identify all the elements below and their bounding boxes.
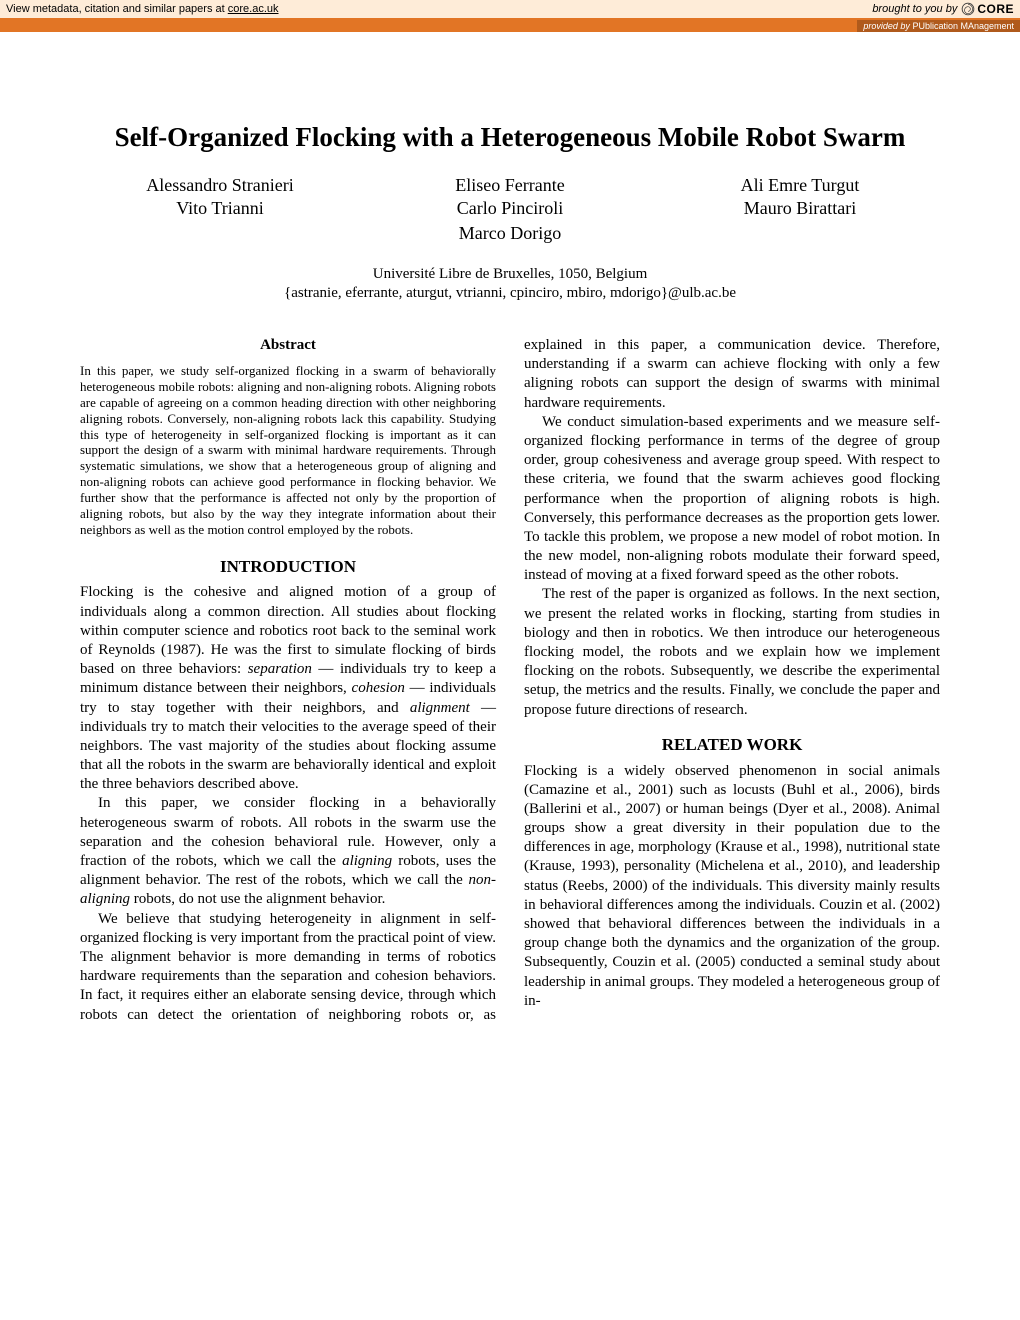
author-name-last: Marco Dorigo: [80, 223, 940, 244]
intro-paragraph-4: We conduct simulation-based experiments …: [524, 413, 940, 586]
author-name: Carlo Pinciroli: [370, 198, 650, 219]
text-run: robots, do not use the alignment behavio…: [130, 891, 385, 907]
related-paragraph-1: Flocking is a widely observed phenomenon…: [524, 762, 940, 1011]
authors-grid: Alessandro Stranieri Eliseo Ferrante Ali…: [80, 175, 940, 219]
author-name: Mauro Birattari: [660, 198, 940, 219]
intro-paragraph-2: In this paper, we consider flocking in a…: [80, 794, 496, 909]
brought-by-text: brought to you by: [872, 3, 957, 15]
two-column-body: Abstract In this paper, we study self-or…: [80, 336, 940, 1025]
orange-divider-bar: provided by PUblication MAnagement: [0, 18, 1020, 32]
paper-title: Self-Organized Flocking with a Heterogen…: [80, 122, 940, 153]
provided-prefix: provided by: [863, 21, 912, 31]
section-heading-introduction: INTRODUCTION: [80, 556, 496, 578]
provided-by-tag: provided by PUblication MAnagement: [857, 20, 1020, 32]
core-spiral-icon: [961, 2, 975, 16]
italic-term: alignment: [410, 700, 470, 716]
abstract-heading: Abstract: [80, 336, 496, 355]
italic-term: aligning: [342, 853, 392, 869]
section-heading-related-work: RELATED WORK: [524, 734, 940, 756]
paper-body: Self-Organized Flocking with a Heterogen…: [0, 32, 1020, 1065]
italic-term: cohesion: [352, 680, 405, 696]
core-logo: CORE: [961, 2, 1014, 16]
author-name: Eliseo Ferrante: [370, 175, 650, 196]
banner-left: View metadata, citation and similar pape…: [6, 3, 279, 15]
intro-paragraph-5: The rest of the paper is organized as fo…: [524, 585, 940, 719]
abstract-text: In this paper, we study self-organized f…: [80, 363, 496, 537]
banner-right: brought to you by CORE: [872, 2, 1014, 16]
affiliation: Université Libre de Bruxelles, 1050, Bel…: [80, 266, 940, 283]
provided-source: PUblication MAnagement: [912, 21, 1014, 31]
core-link[interactable]: core.ac.uk: [228, 3, 279, 15]
author-emails: {astranie, eferrante, aturgut, vtrianni,…: [80, 285, 940, 302]
author-name: Ali Emre Turgut: [660, 175, 940, 196]
italic-term: separation: [248, 661, 312, 677]
banner-left-text: View metadata, citation and similar pape…: [6, 3, 228, 15]
author-name: Alessandro Stranieri: [80, 175, 360, 196]
core-banner: View metadata, citation and similar pape…: [0, 0, 1020, 18]
author-name: Vito Trianni: [80, 198, 360, 219]
intro-paragraph-1: Flocking is the cohesive and aligned mot…: [80, 583, 496, 794]
core-word: CORE: [977, 2, 1014, 16]
